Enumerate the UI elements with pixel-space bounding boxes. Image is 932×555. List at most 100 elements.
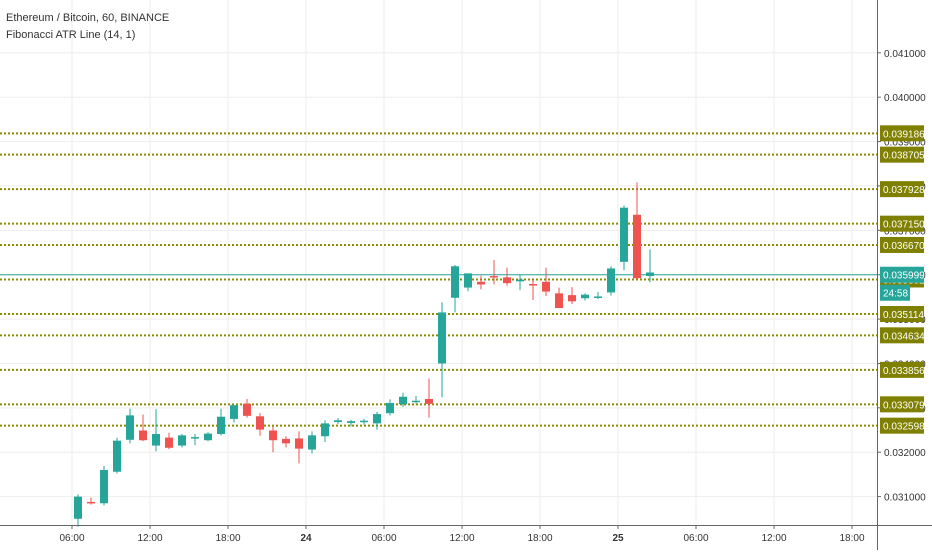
candle	[191, 434, 199, 446]
time-axis-label: 18:00	[839, 533, 864, 544]
candle-body	[633, 214, 641, 279]
candle	[516, 274, 524, 291]
candle-body	[178, 435, 186, 446]
candle-body	[321, 423, 329, 437]
candle-body	[191, 437, 199, 439]
candle	[308, 431, 316, 454]
candle-body	[230, 405, 238, 419]
candle	[568, 287, 576, 304]
candle	[74, 494, 82, 527]
candle	[204, 432, 212, 442]
candle-body	[256, 416, 264, 430]
candle	[555, 287, 563, 308]
candle	[542, 267, 550, 297]
candle	[373, 411, 381, 430]
fib-level-label: 0.032598	[883, 422, 925, 433]
candle-body	[217, 416, 225, 435]
fibonacci-levels	[0, 132, 877, 427]
candle	[321, 420, 329, 443]
fib-level-label-bg	[880, 327, 924, 344]
chart-legend: Ethereum / Bitcoin, 60, BINANCE Fibonacc…	[6, 10, 169, 44]
candle	[282, 436, 290, 448]
candle	[477, 275, 485, 290]
price-axis-label: 0.041000	[884, 49, 926, 60]
candle	[256, 413, 264, 436]
candle-body	[438, 312, 446, 364]
candle	[425, 378, 433, 418]
candle	[412, 395, 420, 404]
candle-body	[360, 420, 368, 423]
time-axis-label: 12:00	[761, 533, 786, 544]
candle-body	[516, 279, 524, 282]
candle	[334, 418, 342, 425]
candle	[100, 465, 108, 506]
candle-body	[308, 435, 316, 450]
time-axis-label: 25	[612, 533, 624, 544]
candle-body	[581, 294, 589, 299]
fib-level-label: 0.033079	[883, 400, 925, 411]
candle	[139, 414, 147, 442]
fib-level-label: 0.037928	[883, 185, 925, 196]
candle	[295, 431, 303, 464]
fib-level-label: 0.033856	[883, 366, 925, 377]
candle	[633, 182, 641, 280]
current-price-label-bg	[880, 266, 924, 283]
time-axis-label: 24	[300, 533, 312, 544]
candle-body	[542, 281, 550, 292]
candle	[503, 267, 511, 286]
fib-level-label-bg	[880, 125, 924, 142]
fib-level-label: 0.037150	[883, 220, 925, 231]
candle-body	[113, 440, 121, 472]
candle	[607, 266, 615, 296]
symbol-title[interactable]: Ethereum / Bitcoin, 60, BINANCE	[6, 12, 170, 24]
candle-body	[568, 295, 576, 302]
time-axis-label: 18:00	[215, 533, 240, 544]
candle	[464, 273, 472, 292]
time-axis-label: 06:00	[371, 533, 396, 544]
fib-level-label-bg	[880, 236, 924, 253]
candle	[230, 405, 238, 423]
fib-level-label-bg	[880, 146, 924, 163]
countdown-label: 24:58	[883, 289, 908, 300]
fib-level-label-bg	[880, 417, 924, 434]
candle	[386, 399, 394, 416]
time-axis-label: 06:00	[59, 533, 84, 544]
candle-body	[334, 420, 342, 423]
candle	[152, 409, 160, 452]
time-axis-label: 12:00	[137, 533, 162, 544]
candle-body	[243, 403, 251, 416]
candle	[646, 249, 654, 283]
candle-body	[386, 402, 394, 414]
candle-body	[412, 400, 420, 403]
price-axis-label: 0.037000	[884, 226, 926, 237]
candle	[529, 278, 537, 300]
candle	[243, 398, 251, 418]
price-axis-label: 0.032000	[884, 448, 926, 459]
grid	[0, 0, 877, 525]
candle-body	[425, 398, 433, 404]
candle-body	[295, 438, 303, 449]
candle-body	[87, 501, 95, 504]
candle-body	[646, 272, 654, 277]
candle-body	[74, 496, 82, 519]
candle-body	[529, 284, 537, 286]
indicator-title[interactable]: Fibonacci ATR Line (14, 1)	[6, 29, 136, 41]
countdown-label-bg	[880, 284, 910, 301]
price-axis-label: 0.040000	[884, 93, 926, 104]
candle-body	[282, 438, 290, 444]
current-price-label: 0.035999	[883, 271, 925, 282]
candle	[269, 426, 277, 453]
time-axis-label: 12:00	[449, 533, 474, 544]
candle	[399, 392, 407, 407]
candle	[620, 205, 628, 271]
candle-body	[555, 293, 563, 308]
candle-body	[594, 296, 602, 298]
fib-level-label: 0.039186	[883, 129, 925, 140]
candle-body	[152, 434, 160, 446]
candle	[217, 408, 225, 436]
candle	[347, 419, 355, 427]
candle-body	[204, 433, 212, 441]
